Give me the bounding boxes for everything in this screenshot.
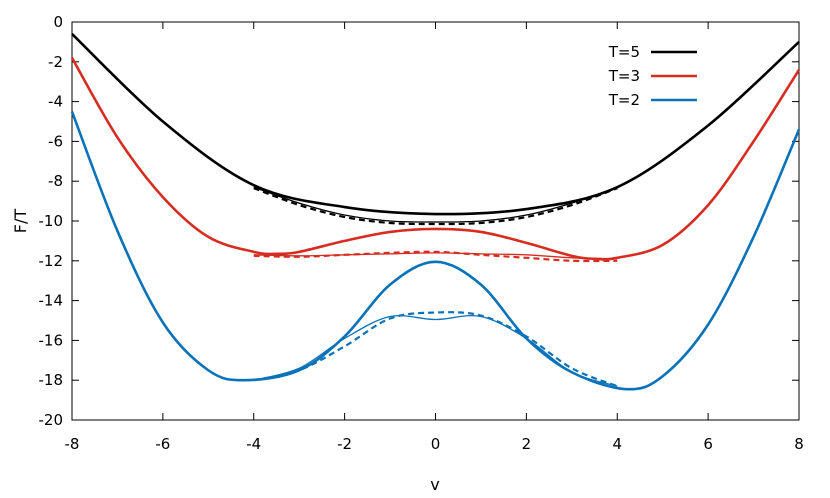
x-tick-label-2: -4 bbox=[246, 435, 261, 453]
y-tick-label-10: -20 bbox=[39, 411, 64, 429]
series-line-t3-dashed bbox=[253, 250, 618, 263]
series-line-t2-thin bbox=[253, 315, 618, 387]
y-tick-label-1: -2 bbox=[48, 53, 63, 71]
series-line-t5-thick bbox=[71, 33, 800, 216]
series-line-t2-thick bbox=[70, 111, 801, 391]
y-tick-label-9: -18 bbox=[39, 371, 64, 389]
x-tick-label-8: 8 bbox=[794, 435, 804, 453]
y-tick-label-3: -6 bbox=[48, 132, 63, 150]
legend: T=5 T=3 T=2 bbox=[608, 43, 697, 109]
y-tick-label-5: -10 bbox=[39, 212, 64, 230]
y-tick-label-0: 0 bbox=[53, 13, 63, 31]
x-tick-label-1: -6 bbox=[155, 435, 170, 453]
x-tick-label-0: -8 bbox=[65, 435, 80, 453]
plot-area bbox=[71, 21, 800, 421]
series-layer bbox=[70, 33, 801, 391]
legend-label-2: T=2 bbox=[608, 91, 640, 109]
tick-labels: -8 -6 -4 -2 0 2 4 6 80-2-4-6-8-10-12-14-16-18-20 bbox=[39, 13, 804, 453]
legend-label-0: T=5 bbox=[608, 43, 640, 61]
series-line-t5-thin bbox=[253, 186, 618, 223]
y-tick-label-4: -8 bbox=[48, 172, 63, 190]
x-tick-label-4: 0 bbox=[431, 435, 441, 453]
legend-label-1: T=3 bbox=[608, 67, 640, 85]
x-tick-label-3: -2 bbox=[337, 435, 352, 453]
axis-ticks bbox=[71, 21, 800, 421]
series-line-t3-thick bbox=[70, 57, 801, 261]
y-axis-label: F/T bbox=[11, 209, 30, 234]
x-tick-label-5: 2 bbox=[522, 435, 532, 453]
y-tick-label-7: -14 bbox=[39, 292, 64, 310]
x-axis-label: v bbox=[430, 475, 439, 494]
y-tick-label-8: -16 bbox=[39, 331, 64, 349]
y-tick-label-2: -4 bbox=[48, 93, 63, 111]
series-line-t5-dashed bbox=[253, 187, 618, 226]
y-tick-label-6: -12 bbox=[39, 252, 64, 270]
x-tick-label-7: 6 bbox=[703, 435, 713, 453]
x-tick-label-6: 4 bbox=[612, 435, 622, 453]
series-line-t2-dashed bbox=[253, 311, 618, 388]
